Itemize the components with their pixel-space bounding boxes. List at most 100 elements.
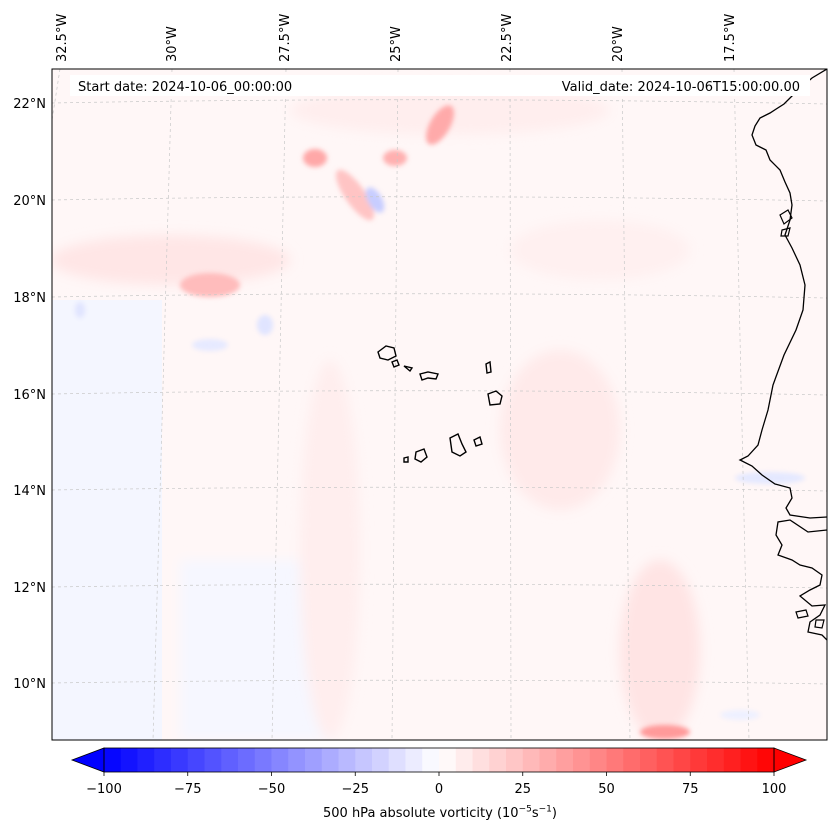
positive-vorticity-patch <box>52 235 290 285</box>
colorbar-segment <box>321 748 340 772</box>
longitude-label: 17.5°W <box>723 14 738 62</box>
map-frame <box>51 68 828 741</box>
colorbar-segment <box>221 748 239 772</box>
weak-negative-region <box>52 300 162 740</box>
colorbar-segment <box>573 748 591 772</box>
colorbar-tick-label: 0 <box>435 782 443 797</box>
start-date-text: Start date: 2024-10-06_00:00:00 <box>78 80 292 95</box>
vorticity-minimum <box>75 302 85 318</box>
longitude-label: 22.5°W <box>500 14 515 62</box>
colorbar-segment <box>372 748 390 772</box>
gridlines <box>52 69 827 740</box>
latitude-label: 18°N <box>13 291 46 306</box>
colorbar-segment <box>472 748 490 772</box>
fogo-island <box>414 448 428 463</box>
boa-vista-island <box>487 390 503 406</box>
longitude-labels: 32.5°W 30°W 27.5°W 25°W 22.5°W 20°W 17.5°W <box>55 14 738 62</box>
santo-antao-island <box>377 345 397 361</box>
colorbar-segment <box>422 748 440 772</box>
latitude-label: 12°N <box>13 581 46 596</box>
colorbar-segment <box>254 748 273 772</box>
vorticity-minimum <box>257 315 273 335</box>
santiago-island <box>449 433 467 457</box>
colorbar-segment <box>690 748 708 772</box>
valid-date-text: Valid_date: 2024-10-06T15:00:00.00 <box>562 80 800 95</box>
vorticity-minimum <box>735 472 805 484</box>
colorbar-segment <box>539 748 557 772</box>
vorticity-maximum <box>426 105 454 145</box>
colorbar-tick-label: 75 <box>682 782 699 797</box>
colorbar-segment <box>171 748 189 772</box>
sal-island <box>485 360 492 374</box>
colorbar-segment <box>656 748 675 772</box>
vorticity-minimum <box>720 710 760 720</box>
colorbar-tick-label: −25 <box>342 782 369 797</box>
colorbar-segment <box>522 748 541 772</box>
africa-coastline <box>775 519 827 641</box>
colorbar-segment <box>355 748 373 772</box>
latitude-label: 20°N <box>13 194 46 209</box>
colorbar-segment <box>187 748 206 772</box>
positive-vorticity-band <box>300 360 360 740</box>
colorbar-segment <box>405 748 423 772</box>
colorbar-segment <box>455 748 474 772</box>
colorbar-segment <box>137 748 155 772</box>
latitude-labels: 22°N 20°N 18°N 16°N 14°N 12°N 10°N <box>13 97 46 692</box>
longitude-label: 20°W <box>611 26 626 62</box>
vorticity-maximum <box>640 725 690 739</box>
colorbar-segment <box>489 748 507 772</box>
latitude-label: 22°N <box>13 97 46 112</box>
colorbar-segment <box>288 748 306 772</box>
colorbar-segment <box>388 748 407 772</box>
brava-island <box>403 456 409 463</box>
sao-nicolau-island <box>419 371 439 381</box>
latitude-label: 10°N <box>13 677 46 692</box>
colorbar-tick-label: −75 <box>174 782 201 797</box>
colorbar-tick-label: 100 <box>762 782 787 797</box>
vorticity-field <box>52 69 827 740</box>
colorbar-tick-label: 25 <box>514 782 531 797</box>
longitude-label: 30°W <box>165 26 180 62</box>
colorbar-segment <box>506 748 524 772</box>
vorticity-minimum <box>192 339 228 351</box>
colorbar <box>70 747 808 773</box>
maio-island <box>473 435 483 447</box>
header-strip <box>70 75 810 96</box>
vorticity-maximum <box>180 273 240 297</box>
sao-vicente-island <box>391 359 400 368</box>
colorbar-segment <box>623 748 641 772</box>
colorbar-segment <box>673 748 691 772</box>
colorbar-segment <box>757 748 775 772</box>
africa-coastline <box>738 69 827 519</box>
longitude-label: 32.5°W <box>55 14 70 62</box>
bijagos-islands <box>795 609 825 629</box>
colorbar-segment <box>589 748 608 772</box>
colorbar-extend-min <box>70 747 105 773</box>
colorbar-extend-max <box>773 747 808 773</box>
latitude-label: 14°N <box>13 484 46 499</box>
positive-vorticity-patch <box>620 560 700 740</box>
santa-luzia-island <box>403 365 414 373</box>
colorbar-segment <box>640 748 658 772</box>
vorticity-maximum <box>383 150 407 166</box>
colorbar-ticks: −100 −75 −50 −25 0 25 50 75 100 <box>86 772 786 797</box>
colorbar-segment <box>439 748 457 772</box>
vorticity-maximum <box>335 169 375 221</box>
colorbar-segment <box>338 748 356 772</box>
colorbar-segment <box>204 748 222 772</box>
colorbar-segment <box>271 748 289 772</box>
cape-verde-islands <box>377 345 503 463</box>
positive-vorticity-patch <box>500 350 620 510</box>
colorbar-segment <box>723 748 742 772</box>
colorbar-segment <box>238 748 256 772</box>
colorbar-segment <box>120 748 139 772</box>
colorbar-segment <box>740 748 758 772</box>
colorbar-segment <box>707 748 725 772</box>
longitude-label: 27.5°W <box>278 14 293 62</box>
canary-islands <box>779 209 793 237</box>
colorbar-tick-label: 50 <box>598 782 615 797</box>
colorbar-tick-label: −100 <box>86 782 122 797</box>
colorbar-tick-label: −50 <box>258 782 285 797</box>
colorbar-segment <box>556 748 574 772</box>
